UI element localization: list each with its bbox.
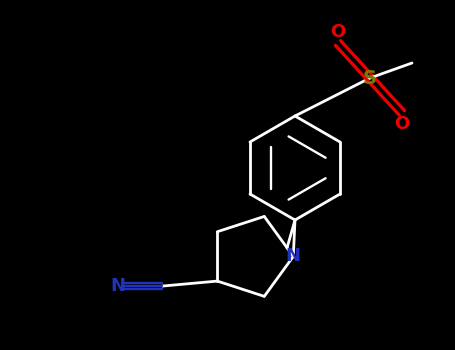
Text: S: S — [363, 69, 377, 88]
Text: O: O — [394, 115, 410, 133]
Text: N: N — [286, 247, 301, 265]
Text: N: N — [111, 277, 126, 295]
Text: O: O — [330, 23, 346, 41]
